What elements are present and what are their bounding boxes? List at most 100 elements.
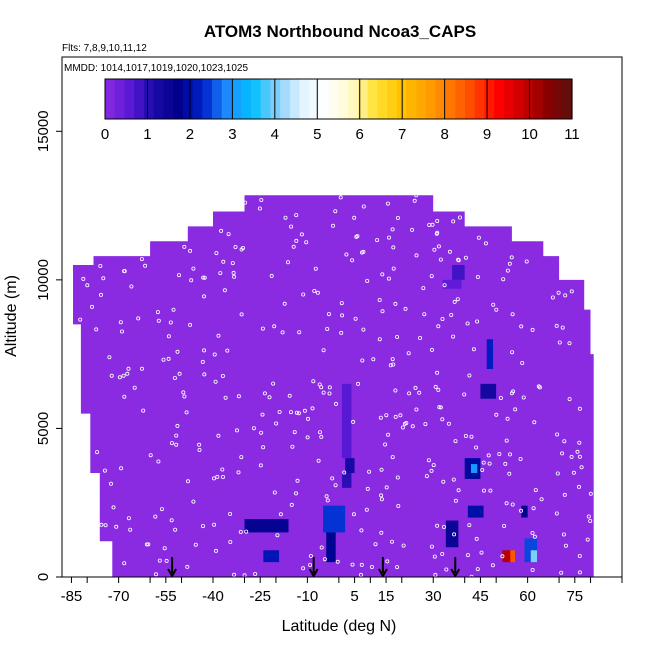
colorbar-swatch (533, 79, 544, 119)
sample-point (258, 463, 263, 468)
sample-point (536, 384, 541, 389)
sample-point (384, 485, 389, 490)
sample-point (429, 274, 434, 279)
sample-point (586, 514, 591, 519)
sample-point (403, 306, 408, 311)
sample-point (200, 359, 205, 364)
sample-point (294, 238, 299, 243)
sample-point (563, 293, 568, 298)
sample-point (554, 511, 559, 516)
sample-point (202, 348, 207, 353)
sample-point (189, 278, 194, 283)
sample-point (288, 410, 293, 415)
sample-point (257, 206, 262, 211)
colorbar-swatch (523, 79, 534, 119)
sample-point (221, 259, 226, 264)
sample-point (557, 340, 562, 345)
sample-point (377, 337, 382, 342)
sample-point (395, 475, 400, 480)
sample-point (260, 326, 265, 331)
sample-point (577, 570, 582, 575)
sample-point (463, 433, 468, 438)
sample-point (215, 474, 220, 479)
sample-point (182, 244, 187, 249)
sample-point (479, 550, 484, 555)
sample-point (275, 533, 280, 538)
colorbar-tick-label: 2 (186, 126, 194, 143)
sample-point (278, 512, 283, 517)
sample-point (501, 277, 506, 282)
sample-point (85, 283, 90, 288)
sample-point (308, 563, 313, 568)
sample-point (494, 412, 499, 417)
sample-point (511, 389, 516, 394)
sample-point (214, 251, 219, 256)
sample-point (452, 532, 457, 537)
sample-point (132, 385, 137, 390)
sample-point (410, 227, 415, 232)
sample-point (569, 289, 574, 294)
sample-point (571, 470, 576, 475)
colorbar-swatch (367, 79, 379, 119)
sample-point (373, 542, 378, 547)
colorbar-swatch (173, 79, 184, 119)
sample-point (98, 263, 103, 268)
sample-point (441, 479, 446, 484)
sample-point (330, 476, 335, 481)
sample-point (267, 395, 272, 400)
sample-point (319, 545, 324, 550)
sample-point (212, 522, 217, 527)
colorbar-tick-label: 9 (483, 126, 491, 143)
sample-point (111, 505, 116, 510)
sample-point (312, 288, 317, 293)
sample-point (81, 276, 86, 281)
sample-point (305, 435, 310, 440)
sample-point (356, 381, 361, 386)
sample-point (310, 406, 315, 411)
sample-point (161, 357, 166, 362)
sample-point (412, 198, 417, 203)
sample-point (393, 414, 398, 419)
sample-point (567, 397, 572, 402)
colorbar-tick-label: 0 (101, 126, 109, 143)
sample-point (507, 471, 512, 476)
sample-point (383, 442, 388, 447)
data-envelope (73, 195, 594, 577)
sample-point (465, 553, 470, 558)
sample-point (325, 498, 330, 503)
sample-point (431, 463, 436, 468)
colorbar-swatch (445, 79, 456, 119)
sample-point (364, 507, 369, 512)
sample-point (429, 544, 434, 549)
sample-point (285, 260, 290, 265)
sample-point (282, 301, 287, 306)
sample-point (518, 456, 523, 461)
sample-point (424, 474, 429, 479)
sample-point (418, 335, 423, 340)
sample-point (365, 486, 370, 491)
sample-point (239, 247, 244, 252)
x-tick-label: 60 (519, 588, 536, 605)
colorbar-swatch (464, 79, 476, 119)
profile-arrow-head (378, 568, 388, 577)
sample-point (395, 565, 400, 570)
sample-point (486, 453, 491, 458)
sample-point (533, 488, 538, 493)
x-tick-label: 45 (472, 588, 489, 605)
sample-point (406, 351, 411, 356)
sample-point (385, 201, 390, 206)
x-axis-label: Latitude (deg N) (282, 618, 397, 635)
sample-point (351, 512, 356, 517)
profile-arrow-head (450, 568, 461, 577)
sample-point (396, 503, 401, 508)
sample-point (455, 297, 460, 302)
sample-point (422, 312, 427, 317)
sample-point (122, 269, 127, 274)
sample-point (577, 440, 582, 445)
sample-point (519, 508, 524, 513)
sample-point (569, 454, 574, 459)
sample-point (361, 249, 366, 254)
sample-point (126, 366, 131, 371)
sample-point (469, 434, 474, 439)
